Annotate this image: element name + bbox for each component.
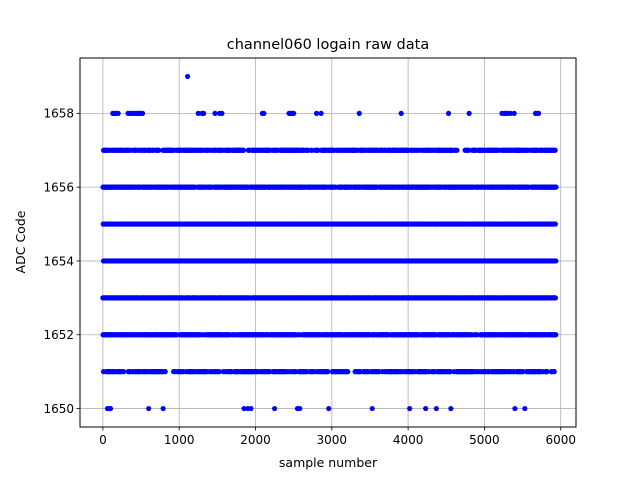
data-point: [120, 369, 127, 375]
data-point: [201, 110, 207, 116]
data-point: [212, 110, 218, 116]
data-point: [520, 369, 526, 375]
y-tick-label: 1658: [43, 107, 74, 121]
data-point: [326, 405, 332, 412]
data-point: [318, 110, 324, 116]
x-tick-label: 4000: [393, 433, 424, 447]
axis-ticks: 0 1000 2000 3000 4000 5000 6000 1650 1652 1654 165…: [43, 107, 576, 447]
data-point: [448, 405, 454, 412]
data-point: [454, 147, 460, 153]
data-point: [398, 110, 404, 116]
data-point: [291, 110, 297, 116]
y-tick-label: 1652: [43, 328, 74, 342]
data-point: [553, 184, 559, 190]
data-point: [356, 110, 362, 116]
data-point: [553, 258, 559, 264]
x-axis-label: sample number: [279, 455, 378, 470]
x-tick-label: 1000: [164, 433, 195, 447]
y-axis-label: ADC Code: [13, 210, 28, 273]
data-point: [156, 147, 162, 153]
x-tick-label: 2000: [240, 433, 271, 447]
data-point: [219, 110, 225, 116]
data-point: [507, 110, 513, 116]
data-point: [552, 147, 558, 153]
data-point: [551, 369, 557, 375]
data-point: [313, 110, 320, 116]
data-point: [240, 147, 247, 153]
data-point: [423, 405, 429, 412]
x-tick-label: 5000: [469, 433, 500, 447]
data-point: [474, 332, 480, 338]
data-points: [100, 73, 559, 412]
data-point: [465, 147, 472, 153]
data-point: [146, 405, 152, 412]
data-point: [195, 110, 201, 116]
data-point: [216, 369, 222, 375]
data-point: [115, 110, 121, 116]
y-tick-label: 1654: [43, 254, 74, 268]
data-point: [433, 405, 439, 412]
data-point: [241, 405, 247, 412]
data-point: [271, 405, 278, 412]
data-point: [553, 332, 559, 338]
x-tick-label: 3000: [317, 433, 348, 447]
data-point: [345, 369, 351, 375]
y-tick-label: 1650: [43, 402, 74, 416]
data-point: [160, 405, 166, 412]
data-point: [536, 110, 542, 116]
data-point: [107, 405, 114, 412]
data-point: [445, 110, 452, 116]
data-point: [297, 405, 303, 412]
data-point: [369, 405, 375, 412]
data-point: [544, 369, 550, 375]
data-point: [261, 110, 267, 116]
plot-frame: [79, 57, 577, 428]
data-point: [309, 147, 315, 153]
data-point: [325, 369, 331, 375]
x-tick-label: 6000: [545, 433, 576, 447]
y-tick-label: 1656: [43, 180, 74, 194]
data-point: [184, 73, 191, 80]
data-point: [248, 405, 254, 412]
data-point: [466, 110, 472, 116]
data-point: [139, 110, 146, 116]
data-point: [552, 221, 558, 227]
data-point: [552, 295, 559, 301]
x-tick-label: 0: [99, 433, 107, 447]
data-point: [512, 405, 518, 412]
data-point: [407, 405, 413, 412]
data-point: [511, 110, 517, 116]
data-point: [522, 405, 528, 412]
chart-title: channel060 logain raw data: [227, 37, 429, 53]
data-point: [162, 369, 168, 375]
data-point: [447, 369, 453, 375]
